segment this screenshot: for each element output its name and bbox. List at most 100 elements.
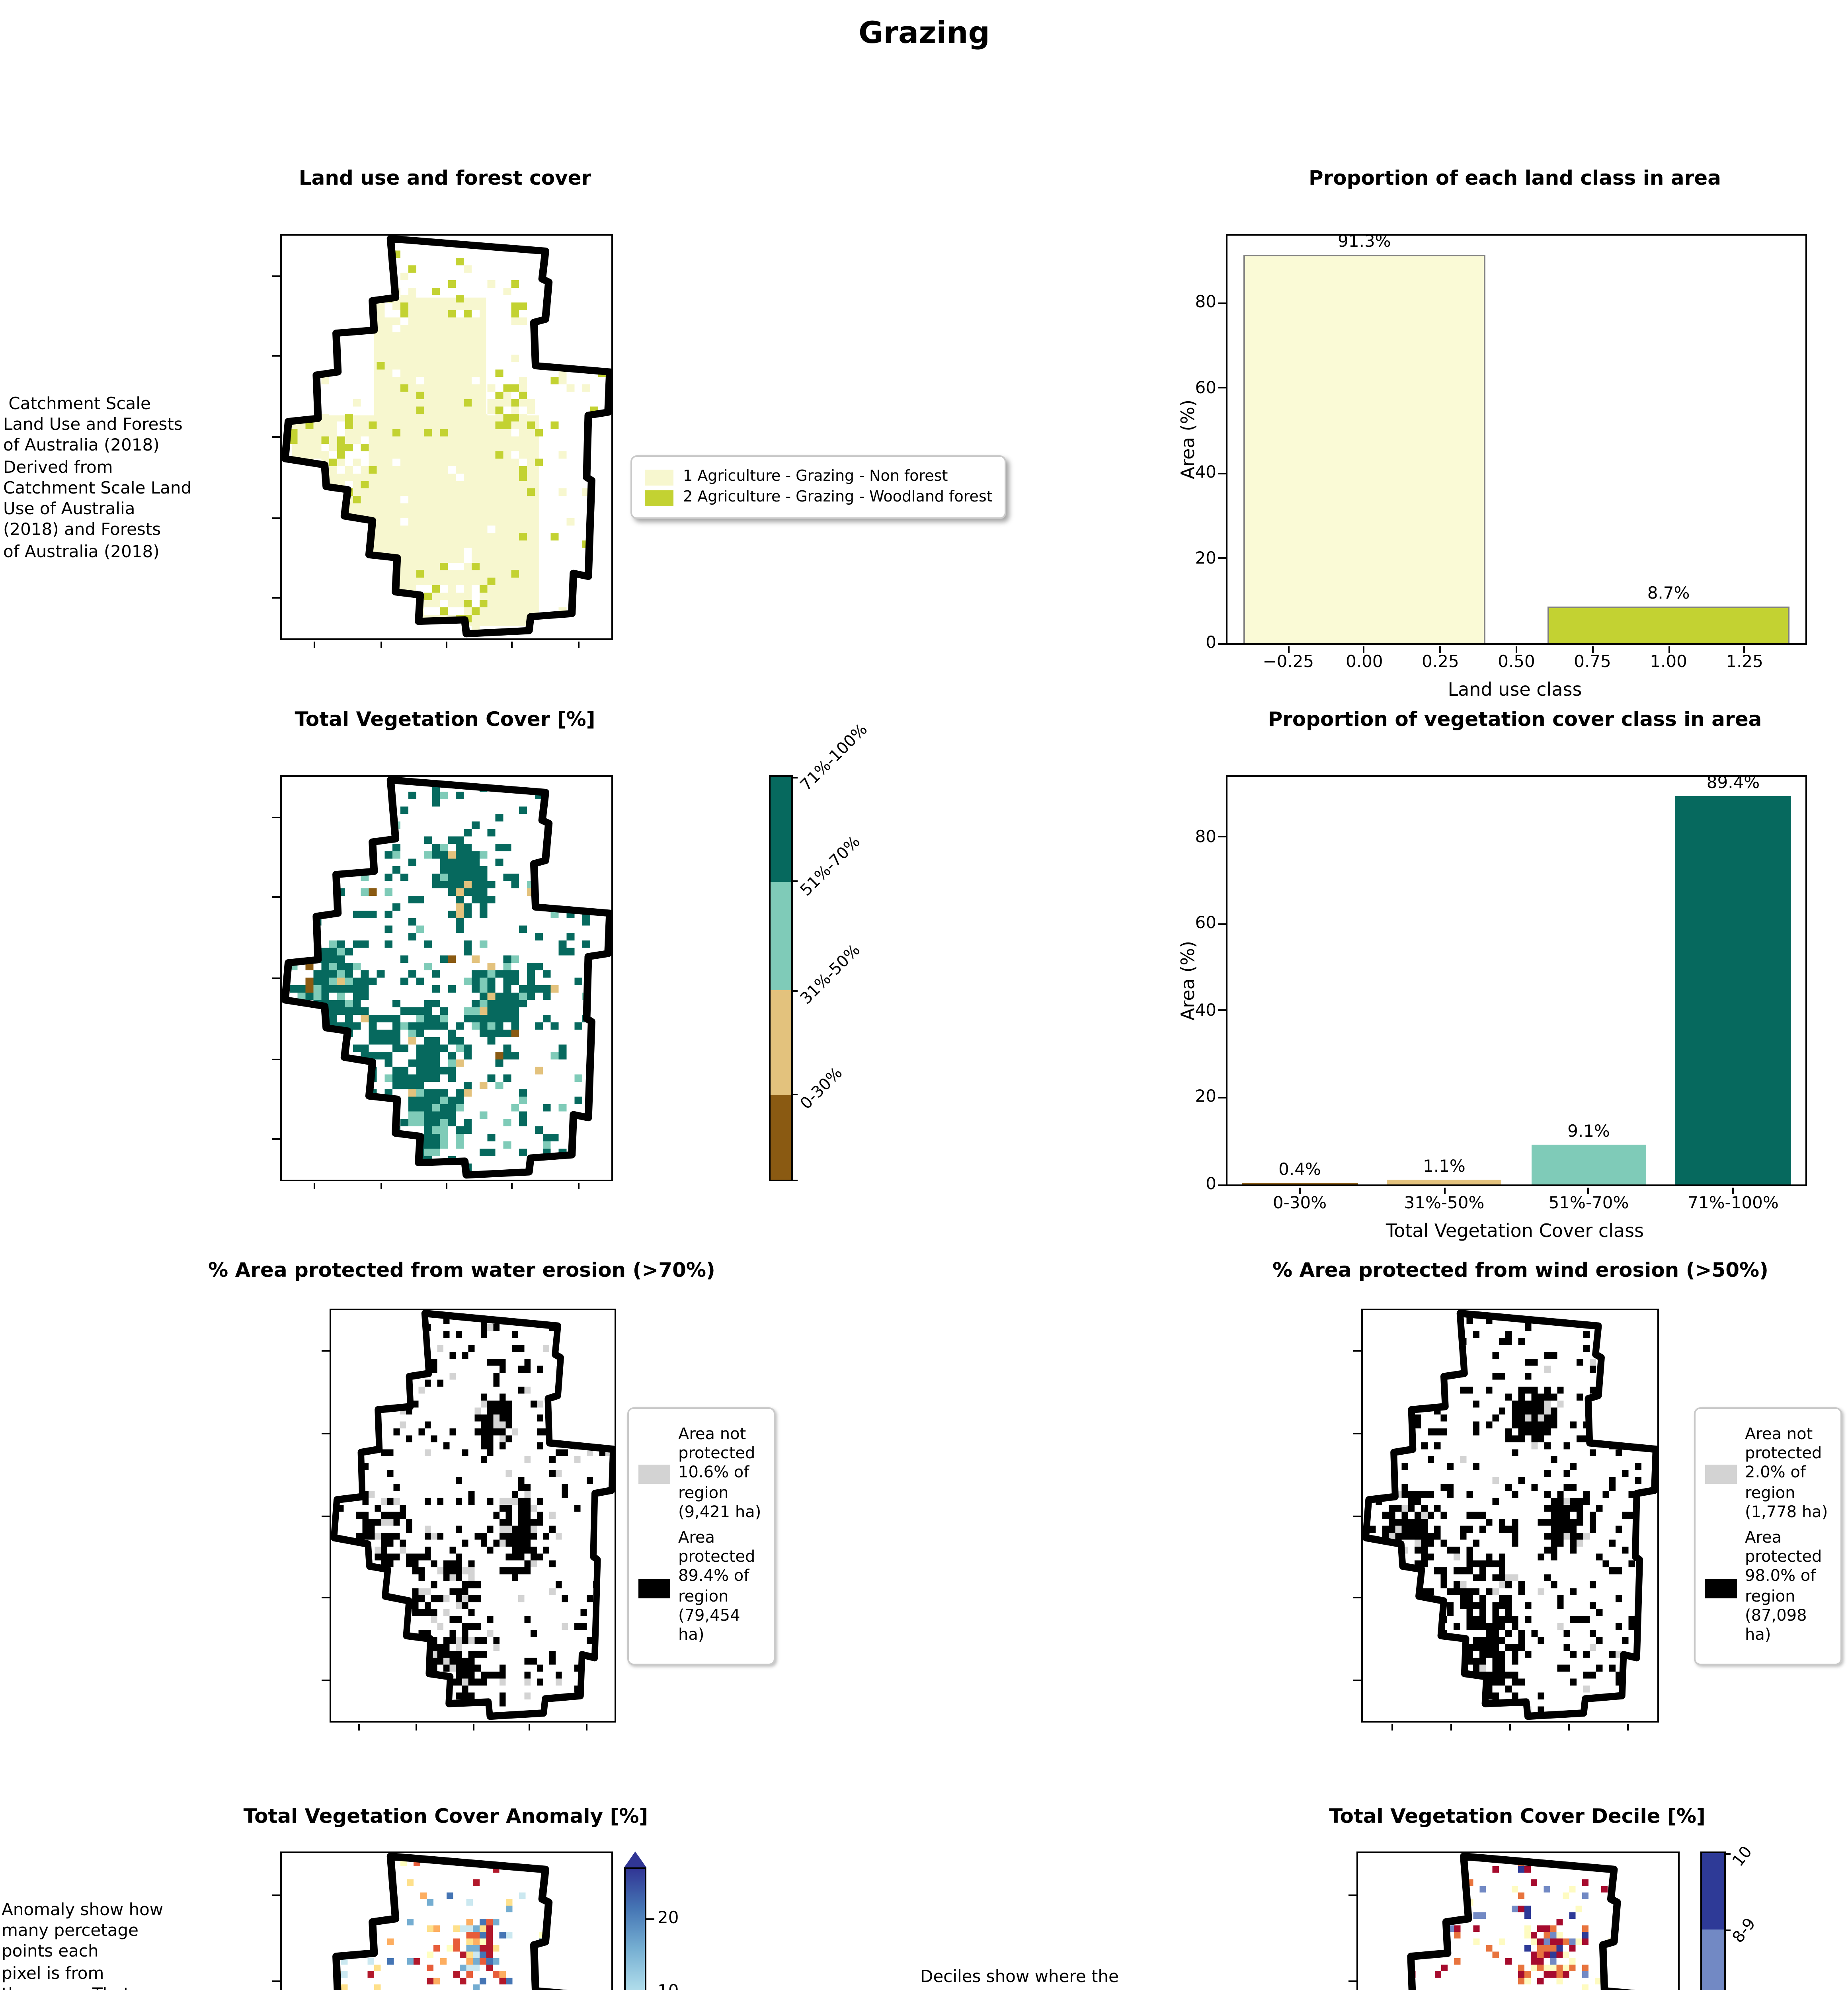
map-axis-tick bbox=[578, 641, 580, 648]
wind-erosion-map bbox=[1353, 1309, 1659, 1731]
map-axis-tick bbox=[314, 641, 316, 648]
map-axis-tick bbox=[272, 1058, 279, 1060]
y-tick bbox=[1218, 1184, 1225, 1185]
map-axis-tick bbox=[1353, 1597, 1360, 1599]
decile-title: Total Vegetation Cover Decile [%] bbox=[1329, 1804, 1706, 1828]
map-axis-tick bbox=[446, 641, 447, 648]
x-tick bbox=[1443, 1187, 1445, 1194]
y-tick-label: 40 bbox=[1195, 463, 1217, 483]
map-axis-tick bbox=[1348, 1980, 1356, 1982]
anomaly-colorbar-gradient bbox=[624, 1867, 646, 1990]
colorbar-label: 8-9 bbox=[1730, 1916, 1760, 1947]
x-tick bbox=[1439, 646, 1441, 653]
water-erosion-legend-label: Area not protected 10.6% of region (9,42… bbox=[678, 1426, 761, 1522]
water-erosion-legend-entry: Area protected 89.4% of region (79,454 h… bbox=[638, 1530, 764, 1647]
colorbar-tick bbox=[791, 989, 798, 991]
wind-erosion-legend-entry: Area not protected 2.0% of region (1,778… bbox=[1705, 1426, 1831, 1524]
bar bbox=[1675, 796, 1791, 1184]
y-tick-label: 80 bbox=[1195, 293, 1217, 313]
veg-cover-map-title: Total Vegetation Cover [%] bbox=[295, 707, 595, 731]
x-tick bbox=[1363, 646, 1365, 653]
x-axis-label: Land use class bbox=[1448, 678, 1582, 700]
wind-erosion-legend-swatch bbox=[1705, 1465, 1737, 1485]
bar-value-label: 0.4% bbox=[1278, 1160, 1321, 1180]
map-axis-tick bbox=[272, 517, 279, 519]
colorbar-tick bbox=[791, 1179, 798, 1180]
colorbar-tick bbox=[791, 776, 798, 778]
y-tick bbox=[1218, 302, 1225, 304]
land-use-legend-swatch bbox=[645, 490, 673, 505]
map-axis-tick bbox=[322, 1515, 329, 1516]
x-tick-label: 1.00 bbox=[1650, 653, 1687, 672]
bar-value-label: 89.4% bbox=[1706, 774, 1760, 794]
plot-area: 91.3% 8.7% 0 20 40 60 80 −0.25 0.00 0.25 0.50 0.75 1… bbox=[1195, 233, 1807, 672]
wind-erosion-legend: Area not protected 2.0% of region (1,778… bbox=[1694, 1407, 1842, 1666]
x-tick-label: 0.00 bbox=[1346, 653, 1383, 672]
map-axis-tick bbox=[359, 1723, 361, 1731]
map-axis-tick bbox=[272, 275, 279, 277]
colorbar-segment bbox=[771, 990, 791, 1095]
map-axis-tick bbox=[380, 1182, 382, 1189]
bar bbox=[1531, 1145, 1647, 1184]
chart-title: Proportion of vegetation cover class in … bbox=[1268, 707, 1762, 731]
land-use-legend-entry: 1 Agriculture - Grazing - Non forest bbox=[645, 468, 993, 486]
wind-erosion-legend-label: Area protected 98.0% of region (87,098 h… bbox=[1745, 1530, 1822, 1645]
y-tick-label: 60 bbox=[1195, 914, 1217, 934]
y-tick bbox=[1218, 836, 1225, 838]
colorbar-segment bbox=[1702, 1853, 1724, 1930]
map-axis-tick bbox=[511, 641, 513, 648]
plot-area: 0.4% 1.1% 9.1% 89.4% 0 20 40 60 80 0-30% 31%-50% 51… bbox=[1195, 774, 1807, 1213]
map-axis-tick bbox=[585, 1723, 587, 1731]
map-axis-tick bbox=[1353, 1432, 1360, 1434]
colorbar-tick bbox=[791, 881, 798, 883]
map-axis-tick bbox=[1627, 1723, 1629, 1731]
y-tick-label: 0 bbox=[1206, 1175, 1216, 1194]
x-tick bbox=[1744, 646, 1746, 653]
decile-colorbar: 108-94-72-31 bbox=[1700, 1844, 1760, 1990]
bar-value-label: 8.7% bbox=[1647, 584, 1690, 603]
veg-class-chart: Proportion of vegetation cover class in … bbox=[1154, 707, 1848, 1248]
x-tick bbox=[1668, 646, 1670, 653]
map-axis-tick bbox=[446, 1182, 447, 1189]
bar bbox=[1547, 606, 1790, 643]
map-axis-tick bbox=[1353, 1350, 1360, 1352]
wind-erosion-legend-swatch bbox=[1705, 1578, 1737, 1598]
colorbar-segment bbox=[771, 882, 791, 991]
y-tick-label: 80 bbox=[1195, 827, 1217, 847]
x-tick-label: 0.25 bbox=[1422, 653, 1459, 672]
land-class-chart: Proportion of each land class in area Ar… bbox=[1154, 166, 1848, 707]
map-axis-tick bbox=[272, 1138, 279, 1140]
map-axis-tick bbox=[322, 1679, 329, 1681]
map-axis-tick bbox=[1450, 1723, 1452, 1731]
colorbar-label: 71%-100% bbox=[798, 721, 872, 795]
wind-erosion-title: % Area protected from wind erosion (>50%… bbox=[1272, 1258, 1768, 1282]
y-tick-label: 0 bbox=[1206, 634, 1216, 653]
water-erosion-legend-swatch bbox=[638, 1578, 670, 1598]
colorbar-segment bbox=[771, 1095, 791, 1180]
map-axis-tick bbox=[511, 1182, 513, 1189]
veg-cover-colorbar: 71%-100% 51%-70% 31%-50% 0-30% bbox=[769, 721, 872, 1181]
map-axis-tick bbox=[1568, 1723, 1570, 1731]
x-tick-label: 51%-70% bbox=[1548, 1194, 1629, 1213]
x-tick-label: 0.75 bbox=[1574, 653, 1611, 672]
x-tick-label: 31%-50% bbox=[1404, 1194, 1485, 1213]
colorbar-label: 10 bbox=[1730, 1844, 1756, 1871]
colorbar-label: 51%-70% bbox=[798, 833, 864, 900]
map-axis-tick bbox=[272, 355, 279, 357]
colorbar-tick bbox=[646, 1918, 654, 1920]
map-axis-tick bbox=[578, 1182, 580, 1189]
bar-value-label: 1.1% bbox=[1423, 1157, 1466, 1177]
x-tick-label: 0.50 bbox=[1498, 653, 1535, 672]
bar-value-label: 9.1% bbox=[1567, 1122, 1610, 1142]
colorbar-segment bbox=[771, 777, 791, 882]
bar bbox=[1242, 1182, 1358, 1184]
map-axis-tick bbox=[272, 897, 279, 899]
map-axis-tick bbox=[380, 641, 382, 648]
land-use-map-title: Land use and forest cover bbox=[299, 166, 591, 189]
x-tick-label: 0-30% bbox=[1272, 1194, 1327, 1213]
decile-caption: Deciles show where the pixel value lies … bbox=[920, 1968, 1119, 1990]
water-erosion-legend-swatch bbox=[638, 1465, 670, 1485]
map-axis-tick bbox=[1353, 1679, 1360, 1681]
colorbar-tick bbox=[1724, 1852, 1731, 1854]
land-use-legend-swatch bbox=[645, 469, 673, 485]
